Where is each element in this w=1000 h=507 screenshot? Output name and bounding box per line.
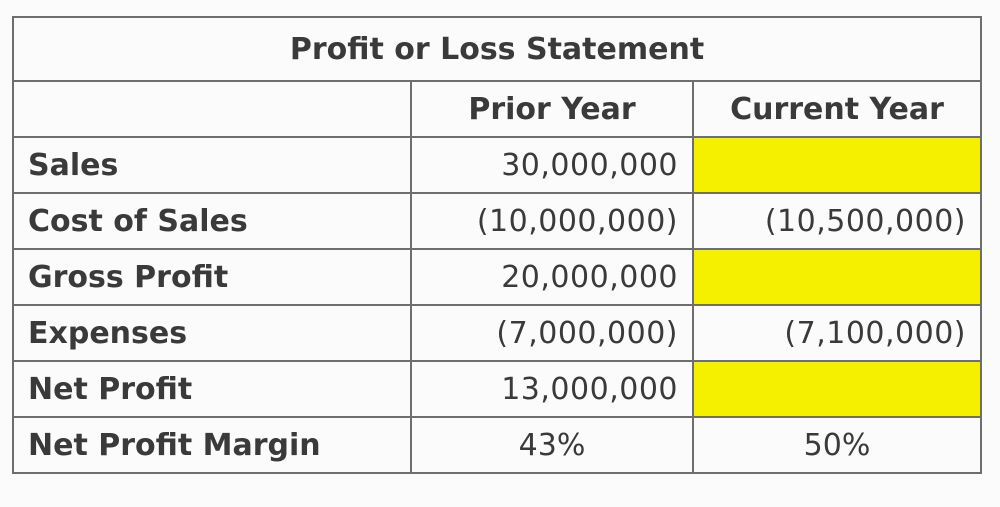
prior-value: 30,000,000 [410,136,694,194]
row-sales: Sales 30,000,000 [12,136,983,194]
prior-value: 13,000,000 [410,360,694,418]
header-current-year: Current Year [691,80,983,138]
prior-value: (10,000,000) [410,192,694,250]
row-label: Cost of Sales [12,192,412,250]
current-value-highlighted [691,248,983,306]
current-value: 50% [691,416,983,474]
row-label: Net Profit [12,360,412,418]
current-value-highlighted [691,136,983,194]
current-value: (10,500,000) [691,192,983,250]
table-title: Profit or Loss Statement [11,16,983,82]
profit-loss-table: Profit or Loss Statement Prior Year Curr… [11,16,983,474]
row-label: Expenses [12,304,412,362]
row-net-profit-margin: Net Profit Margin 43% 50% [12,416,983,474]
header-row: Prior Year Current Year [12,80,983,138]
prior-value: 43% [410,416,694,474]
row-label: Sales [12,136,412,194]
header-blank [12,80,412,138]
current-value: (7,100,000) [691,304,983,362]
row-expenses: Expenses (7,000,000) (7,100,000) [12,304,983,362]
current-value-highlighted [691,360,983,418]
prior-value: 20,000,000 [410,248,694,306]
header-prior-year: Prior Year [410,80,694,138]
title-row: Profit or Loss Statement [11,16,983,82]
row-label: Gross Profit [12,248,412,306]
row-gross-profit: Gross Profit 20,000,000 [12,248,983,306]
row-net-profit: Net Profit 13,000,000 [12,360,983,418]
prior-value: (7,000,000) [410,304,694,362]
row-cost-of-sales: Cost of Sales (10,000,000) (10,500,000) [12,192,983,250]
row-label: Net Profit Margin [12,416,412,474]
